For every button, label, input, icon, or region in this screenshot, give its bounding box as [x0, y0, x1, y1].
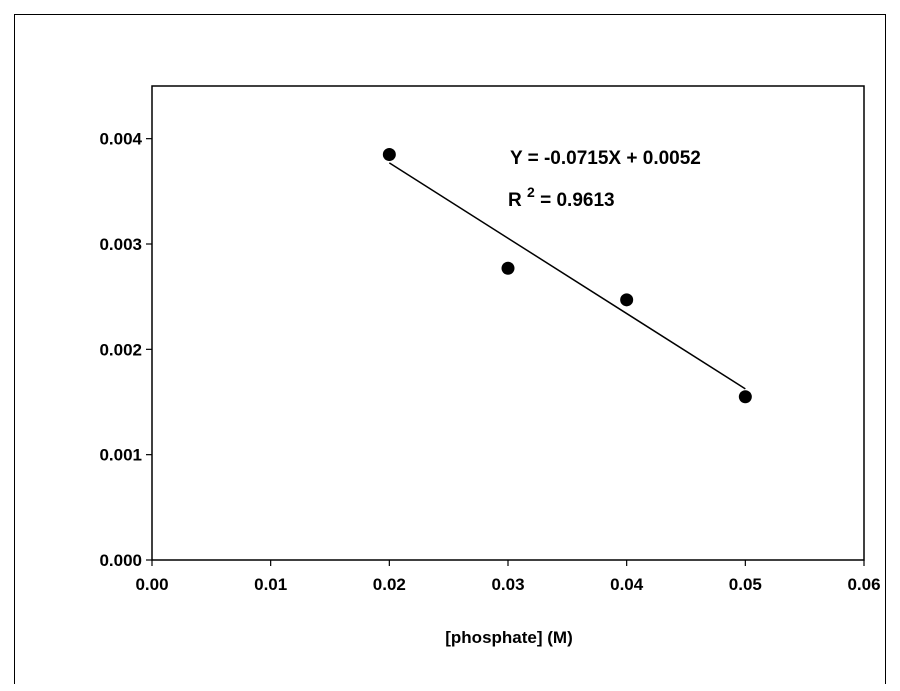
y-axis-ticks: 0.000 0.001 0.002 0.003 0.004: [99, 130, 152, 570]
x-axis-ticks: 0.00 0.01 0.02 0.03 0.04 0.05 0.06: [135, 560, 881, 594]
trendline-equation: Y = -0.0715X + 0.0052: [510, 148, 701, 169]
r-squared-annotation: R 2 = 0.9613: [508, 181, 615, 211]
y-tick-label: 0.001: [99, 446, 142, 465]
x-tick-label: 0.05: [729, 575, 762, 594]
x-tick-label: 0.00: [135, 575, 168, 594]
x-tick-label: 0.02: [373, 575, 406, 594]
plot-border: [151, 85, 865, 561]
data-point: [738, 390, 752, 404]
r2-value: = 0.9613: [540, 190, 615, 211]
r2-exponent: 2: [527, 184, 535, 200]
plot-area: [151, 85, 865, 561]
data-marks: [382, 147, 752, 404]
y-tick-label: 0.003: [99, 235, 142, 254]
data-point: [382, 147, 396, 161]
chart-frame: [14, 14, 886, 684]
x-axis-title: [phosphate] (M): [445, 628, 572, 647]
x-tick-label: 0.03: [491, 575, 524, 594]
r2-prefix: R: [508, 190, 522, 211]
data-point: [620, 293, 634, 307]
data-point: [501, 261, 515, 275]
x-tick-label: 0.06: [847, 575, 880, 594]
trendline: [388, 162, 746, 390]
y-tick-label: 0.000: [99, 551, 142, 570]
x-tick-label: 0.01: [254, 575, 287, 594]
y-tick-label: 0.004: [99, 130, 142, 149]
x-tick-label: 0.04: [610, 575, 644, 594]
y-tick-label: 0.002: [99, 340, 142, 359]
